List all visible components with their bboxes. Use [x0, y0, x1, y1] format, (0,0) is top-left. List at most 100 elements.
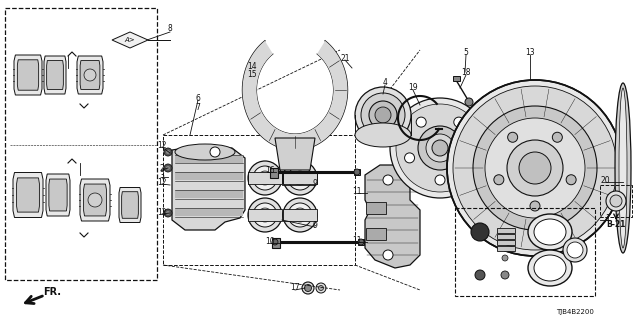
Circle shape — [566, 175, 576, 185]
Polygon shape — [77, 56, 103, 94]
Bar — [175, 172, 243, 180]
Circle shape — [507, 140, 563, 196]
Text: 2: 2 — [159, 164, 164, 172]
Bar — [248, 209, 282, 221]
Bar — [455, 208, 595, 296]
Text: 13: 13 — [525, 47, 535, 57]
Polygon shape — [112, 32, 148, 48]
Circle shape — [473, 106, 597, 230]
Circle shape — [502, 255, 508, 261]
Circle shape — [84, 69, 96, 81]
Text: 12: 12 — [157, 207, 167, 217]
Text: 9: 9 — [312, 220, 317, 229]
Bar — [497, 234, 515, 239]
Circle shape — [164, 209, 172, 217]
Circle shape — [354, 169, 360, 175]
Bar — [283, 172, 317, 184]
Circle shape — [166, 166, 170, 170]
Polygon shape — [243, 41, 348, 150]
Circle shape — [519, 152, 551, 184]
Circle shape — [552, 132, 563, 142]
Circle shape — [305, 284, 312, 292]
Bar — [270, 168, 278, 178]
Circle shape — [485, 118, 585, 218]
Circle shape — [606, 191, 626, 211]
Ellipse shape — [248, 198, 282, 232]
Polygon shape — [80, 60, 100, 90]
Polygon shape — [119, 188, 141, 222]
Ellipse shape — [615, 83, 631, 253]
Bar — [600, 185, 632, 217]
Polygon shape — [49, 179, 67, 211]
Bar — [497, 246, 515, 251]
Text: 6: 6 — [196, 93, 200, 102]
Circle shape — [471, 223, 489, 241]
Polygon shape — [365, 165, 420, 268]
Ellipse shape — [528, 214, 572, 250]
Circle shape — [396, 104, 484, 192]
Circle shape — [416, 117, 426, 127]
Circle shape — [501, 271, 509, 279]
Polygon shape — [14, 55, 42, 95]
Circle shape — [530, 201, 540, 211]
Text: 21: 21 — [340, 53, 349, 62]
Circle shape — [432, 140, 448, 156]
Circle shape — [454, 117, 464, 127]
Circle shape — [465, 153, 476, 163]
Bar — [175, 208, 243, 216]
Polygon shape — [17, 178, 40, 212]
Ellipse shape — [293, 208, 307, 222]
Bar — [175, 190, 243, 198]
Bar — [283, 209, 317, 221]
Polygon shape — [46, 174, 70, 216]
Polygon shape — [17, 60, 38, 90]
Circle shape — [383, 250, 393, 260]
Ellipse shape — [175, 144, 235, 160]
Ellipse shape — [253, 166, 277, 190]
Ellipse shape — [619, 88, 627, 248]
Polygon shape — [172, 148, 245, 230]
Text: 4: 4 — [383, 77, 387, 86]
Text: 19: 19 — [408, 83, 418, 92]
Polygon shape — [47, 60, 63, 90]
Text: 15: 15 — [247, 69, 257, 78]
Ellipse shape — [248, 161, 282, 195]
Bar — [175, 155, 243, 163]
Circle shape — [404, 153, 415, 163]
Circle shape — [166, 150, 170, 154]
Circle shape — [319, 285, 323, 291]
Bar — [272, 238, 280, 248]
Circle shape — [465, 98, 473, 106]
Text: 3: 3 — [159, 171, 164, 180]
Ellipse shape — [369, 101, 397, 129]
Text: 12: 12 — [157, 140, 167, 149]
Bar — [248, 172, 282, 184]
Circle shape — [494, 175, 504, 185]
Ellipse shape — [563, 238, 587, 262]
Circle shape — [447, 80, 623, 256]
Circle shape — [435, 175, 445, 185]
Ellipse shape — [293, 171, 307, 185]
Bar — [453, 76, 460, 81]
Circle shape — [426, 134, 454, 162]
Bar — [354, 169, 360, 175]
Circle shape — [610, 195, 622, 207]
Circle shape — [166, 211, 170, 215]
Text: 7: 7 — [196, 102, 200, 111]
Circle shape — [302, 282, 314, 294]
Polygon shape — [80, 179, 110, 221]
Text: 20: 20 — [600, 175, 610, 185]
Bar — [5, 8, 157, 280]
Text: 8: 8 — [168, 23, 172, 33]
Ellipse shape — [253, 203, 277, 227]
Ellipse shape — [283, 161, 317, 195]
Circle shape — [316, 283, 326, 293]
Ellipse shape — [288, 166, 312, 190]
Text: B-21: B-21 — [606, 220, 626, 228]
Polygon shape — [275, 138, 315, 170]
Text: A>: A> — [125, 37, 135, 43]
Text: 17: 17 — [290, 284, 300, 292]
Polygon shape — [44, 56, 66, 94]
Circle shape — [383, 175, 393, 185]
Text: FR.: FR. — [43, 287, 61, 297]
